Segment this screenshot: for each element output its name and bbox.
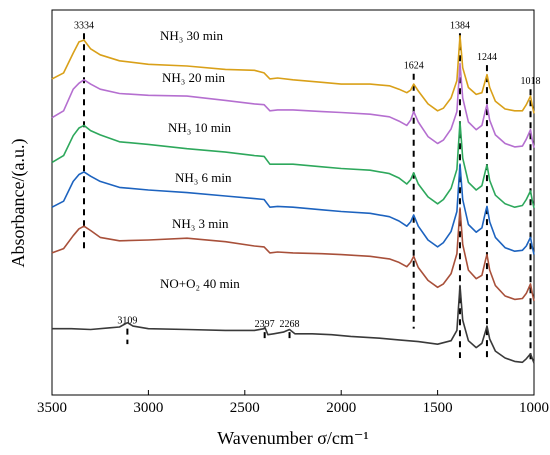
x-tick-label-2500: 2500	[230, 400, 260, 416]
x-tick-label-1500: 1500	[423, 400, 453, 416]
x-tick-label-1000: 1000	[519, 400, 549, 416]
peak-label-3109: 3109	[117, 316, 137, 327]
series-line-0	[51, 35, 535, 114]
y-axis-title: Absorbance/(a.u.)	[8, 139, 29, 268]
series-line-1	[51, 62, 535, 148]
peak-label-1624: 1624	[404, 61, 424, 72]
x-axis-title: Wavenumber σ/cm⁻¹	[217, 428, 369, 448]
peak-label-3334: 3334	[74, 20, 94, 31]
series-line-2	[51, 121, 535, 209]
peak-label-2397: 2397	[255, 319, 275, 330]
x-axis-ticks: 3500 3000 2500 2000 1500 1000	[37, 390, 549, 416]
series-label-1: NH₃ 20 min	[162, 70, 226, 85]
series-label-4: NH₃ 3 min	[172, 216, 229, 231]
peak-label-2268: 2268	[280, 319, 300, 330]
x-tick-label-3000: 3000	[133, 400, 163, 416]
peak-label-1018: 1018	[521, 76, 541, 87]
series-line-5	[52, 284, 535, 364]
plot-frame	[51, 9, 535, 396]
series-labels: NH₃ 30 min NH₃ 20 min NH₃ 10 min NH₃ 6 min N…	[160, 28, 240, 291]
series-label-0: NH₃ 30 min	[160, 28, 224, 43]
series-label-3: NH₃ 6 min	[175, 170, 232, 185]
series-line-3	[51, 163, 535, 255]
series-line-4	[51, 207, 535, 302]
peak-label-1384: 1384	[450, 20, 470, 31]
peak-markers: 3334 1624 1384 1244 1018 3109 2397 2268	[74, 20, 541, 362]
x-tick-label-3500: 3500	[37, 400, 67, 416]
series-lines	[51, 35, 535, 364]
series-label-2: NH₃ 10 min	[168, 120, 232, 135]
x-tick-label-2000: 2000	[326, 400, 356, 416]
peak-label-1244: 1244	[477, 52, 497, 63]
series-label-5: NO+O₂ 40 min	[160, 276, 240, 291]
